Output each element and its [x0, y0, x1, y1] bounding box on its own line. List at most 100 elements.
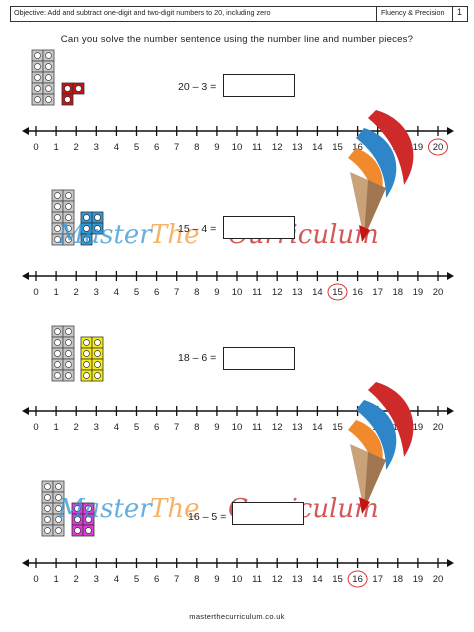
- tick-label: 11: [252, 422, 262, 433]
- tick-label: 19: [413, 574, 424, 585]
- cube-dot: [45, 96, 52, 103]
- answer-circle: [428, 138, 448, 156]
- cube-dot: [54, 361, 61, 368]
- arrow-left-icon: [22, 407, 29, 415]
- tick-label: 20: [433, 287, 444, 298]
- cube-dot: [44, 483, 51, 490]
- tick-label: 9: [214, 287, 219, 298]
- tick-label: 14: [312, 574, 323, 585]
- cube-dot: [94, 372, 101, 379]
- cube-dot: [83, 350, 90, 357]
- cube-dot: [55, 505, 62, 512]
- cube-dot: [65, 361, 72, 368]
- tick-label: 6: [154, 422, 159, 433]
- tick-label: 19: [413, 422, 424, 433]
- equation-2: 15 – 4 =: [178, 223, 217, 235]
- tick-label: 0: [33, 142, 38, 153]
- pencil-logo: [348, 382, 414, 514]
- tick-label: 11: [252, 142, 262, 153]
- answer-box-1[interactable]: [223, 74, 295, 97]
- watermark-word: Master: [57, 220, 153, 250]
- tick-label: 3: [94, 422, 99, 433]
- tick-label: 13: [292, 574, 303, 585]
- cube-dot: [44, 505, 51, 512]
- arrow-left-icon: [22, 127, 29, 135]
- tick-label: 19: [413, 287, 424, 298]
- arrow-right-icon: [447, 407, 454, 415]
- flame-stripe: [368, 382, 414, 457]
- header-divider: [452, 7, 453, 21]
- tick-label: 17: [372, 574, 383, 585]
- tick-label: 5: [134, 422, 139, 433]
- tick-label: 15: [332, 574, 343, 585]
- cube-dot: [54, 214, 61, 221]
- cube-dot: [94, 225, 101, 232]
- cube-dot: [74, 516, 81, 523]
- cube-dot: [83, 372, 90, 379]
- tick-label: 4: [114, 142, 119, 153]
- equation-3: 18 – 6 =: [178, 352, 217, 364]
- tick-label: 2: [74, 287, 79, 298]
- cube-dot: [85, 527, 92, 534]
- cube-dot: [45, 52, 52, 59]
- tick-label: 12: [272, 142, 283, 153]
- arrow-right-icon: [447, 559, 454, 567]
- header-divider: [376, 7, 377, 21]
- cube-dot: [34, 85, 41, 92]
- cube-dot: [75, 85, 82, 92]
- tick-label: 13: [292, 142, 303, 153]
- tick-label: 9: [214, 422, 219, 433]
- tick-label: 17: [372, 287, 383, 298]
- cube-dot: [34, 96, 41, 103]
- number-pieces: [51, 325, 104, 382]
- tick-label: 18: [393, 574, 404, 585]
- cube-dot: [34, 74, 41, 81]
- cube-dot: [83, 214, 90, 221]
- number-pieces: [31, 49, 85, 106]
- answer-box-2[interactable]: [223, 216, 295, 239]
- tick-label: 20: [433, 422, 444, 433]
- cube-dot: [64, 96, 71, 103]
- cube-dot: [34, 52, 41, 59]
- cube-dot: [65, 372, 72, 379]
- tick-label: 11: [252, 287, 262, 298]
- tick-label: 13: [292, 287, 303, 298]
- cube-dot: [65, 192, 72, 199]
- pencil-tip: [359, 225, 370, 242]
- footer-url: masterthecurriculum.co.uk: [189, 612, 285, 621]
- tick-label: 12: [272, 422, 283, 433]
- tick-label: 6: [154, 574, 159, 585]
- arrow-right-icon: [447, 127, 454, 135]
- cube-dot: [85, 505, 92, 512]
- cube-dot: [65, 350, 72, 357]
- watermark-word: The: [150, 494, 199, 524]
- objective-header: Objective: Add and subtract one-digit an…: [10, 6, 468, 22]
- answer-box-3[interactable]: [223, 347, 295, 370]
- tick-label: 15: [332, 287, 343, 298]
- tick-label: 13: [292, 422, 303, 433]
- cube-dot: [45, 74, 52, 81]
- tick-label: 5: [134, 574, 139, 585]
- tick-label: 2: [74, 422, 79, 433]
- cube-dot: [54, 339, 61, 346]
- tick-label: 4: [114, 422, 119, 433]
- tick-label: 10: [232, 422, 243, 433]
- answer-box-4[interactable]: [232, 502, 304, 525]
- tick-label: 1: [53, 287, 58, 298]
- cube-dot: [55, 494, 62, 501]
- cube-dot: [54, 236, 61, 243]
- tick-label: 8: [194, 287, 199, 298]
- pencil-logo: [348, 110, 414, 242]
- cube-dot: [45, 63, 52, 70]
- tick-label: 2: [74, 574, 79, 585]
- tick-label: 14: [312, 142, 323, 153]
- tick-label: 1: [53, 574, 58, 585]
- cube-dot: [94, 350, 101, 357]
- pencil-shade: [364, 452, 386, 510]
- pencil-shade: [364, 180, 386, 238]
- cube-dot: [85, 516, 92, 523]
- cube-dot: [83, 339, 90, 346]
